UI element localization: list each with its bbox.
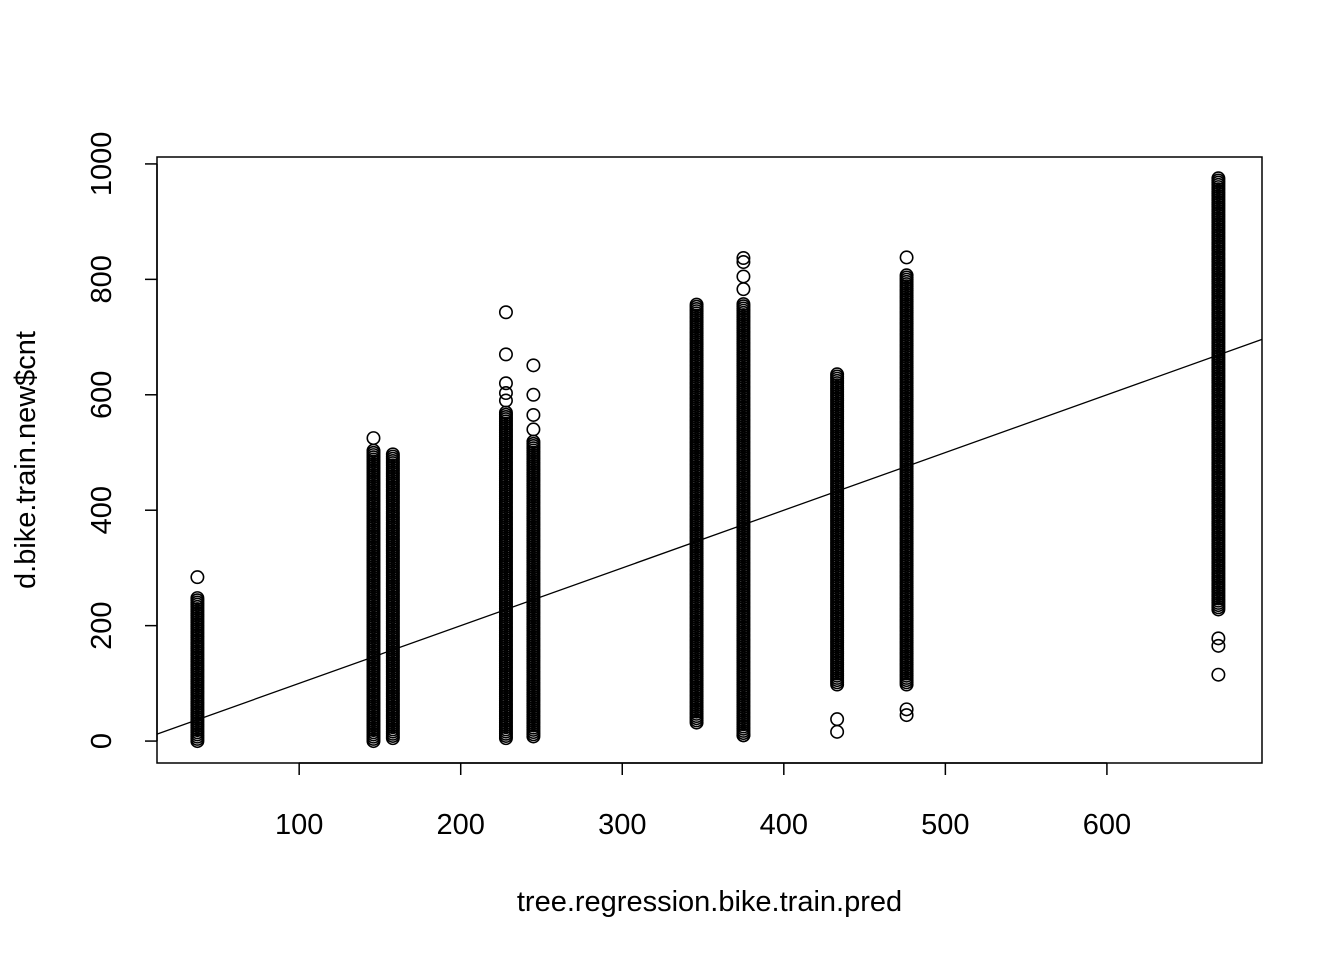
data-point-outlier — [526, 407, 541, 422]
data-point-outlier — [899, 708, 914, 723]
data-point — [689, 297, 704, 312]
y-tick-label: 600 — [86, 371, 118, 419]
y-tick-label: 200 — [86, 601, 118, 649]
data-point-outlier — [498, 386, 513, 401]
x-tick-label: 200 — [437, 809, 485, 841]
regression-line — [156, 338, 1263, 735]
data-point-outlier — [736, 255, 751, 270]
data-point-outlier — [498, 376, 513, 391]
x-axis-title: tree.regression.bike.train.pred — [517, 886, 902, 918]
x-axis: 100 200 300 400 500 600 — [275, 762, 1131, 841]
data-point-outlier — [526, 422, 541, 437]
x-tick-label: 500 — [921, 809, 969, 841]
data-point-outlier — [1211, 667, 1226, 682]
data-point — [190, 591, 205, 606]
data-point-outlier — [736, 728, 751, 743]
data-point-outlier — [498, 305, 513, 320]
data-point-outlier — [498, 347, 513, 362]
y-tick-label: 1000 — [86, 132, 118, 197]
y-tick-label: 0 — [86, 733, 118, 749]
data-point-outlier — [498, 393, 513, 408]
y-tick-label: 800 — [86, 255, 118, 303]
y-tick-label: 400 — [86, 486, 118, 534]
data-point — [385, 447, 400, 462]
data-point-outlier — [899, 250, 914, 265]
x-tick-label: 100 — [275, 809, 323, 841]
data-point-outlier — [526, 358, 541, 373]
data-point-outlier — [1211, 638, 1226, 653]
data-point-outlier — [736, 269, 751, 284]
data-point — [830, 367, 845, 382]
data-point-outlier — [1211, 631, 1226, 646]
data-point — [736, 297, 751, 312]
y-axis: 0 200 400 600 800 1000 — [86, 132, 158, 749]
y-axis-title: d.bike.train.new$cnt — [10, 331, 42, 589]
data-point-outlier — [366, 431, 381, 446]
points-layer — [190, 171, 1226, 749]
data-point-outlier — [736, 251, 751, 266]
x-tick-label: 400 — [760, 809, 808, 841]
data-point — [899, 268, 914, 283]
data-point-outlier — [190, 570, 205, 585]
regression-line-layer — [156, 338, 1263, 735]
x-tick-label: 600 — [1083, 809, 1131, 841]
data-point-outlier — [526, 387, 541, 402]
data-point-outlier — [899, 702, 914, 717]
data-point-outlier — [830, 712, 845, 727]
x-tick-label: 300 — [598, 809, 646, 841]
data-point — [1211, 171, 1226, 186]
